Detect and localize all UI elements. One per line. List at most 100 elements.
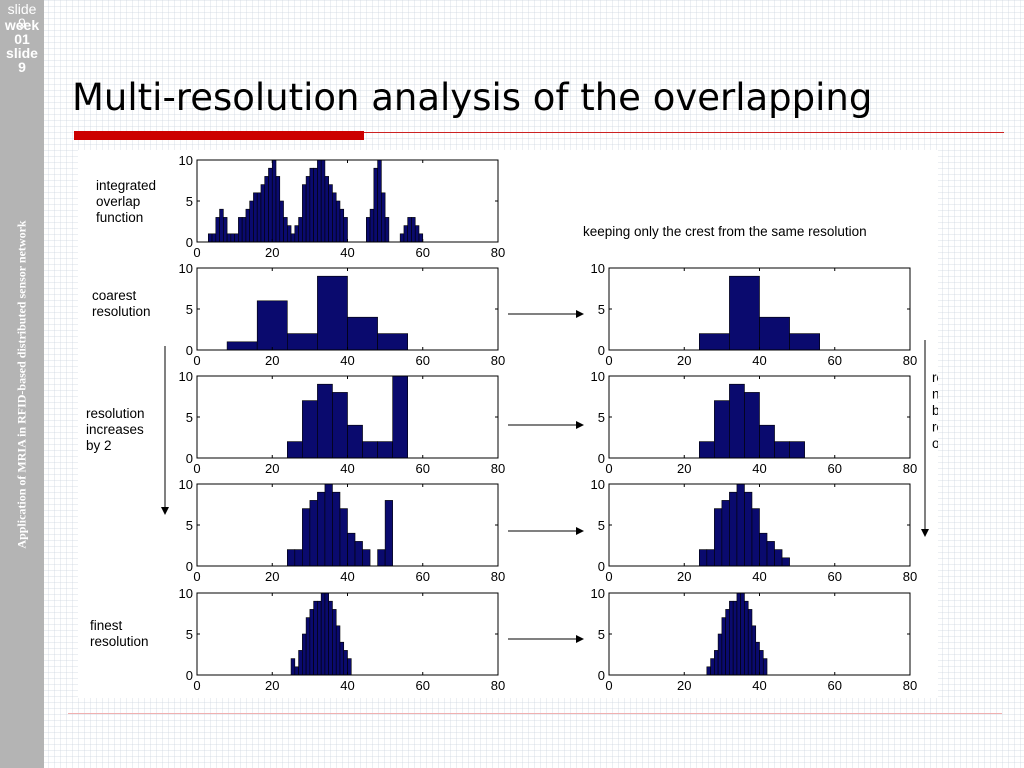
x-tick-label: 0 — [605, 569, 612, 584]
row-label: integrated — [96, 178, 156, 193]
bar — [699, 550, 707, 566]
x-tick-label: 20 — [265, 569, 279, 584]
bar — [363, 550, 371, 566]
multi-resolution-figure: 0 20 40 60 80 0 5 10 integrated overlap function 0 2… — [78, 150, 938, 698]
y-tick-label: 10 — [591, 477, 605, 492]
bar — [329, 601, 333, 675]
bar — [325, 484, 333, 566]
y-tick-label: 10 — [179, 261, 193, 276]
bar — [284, 217, 288, 242]
bar — [321, 160, 325, 242]
chart-right-5: 0 20 40 60 800510 — [591, 586, 918, 693]
bar — [760, 425, 775, 458]
bar — [325, 176, 329, 242]
right-annotation: resolved — [932, 420, 938, 435]
bar — [775, 550, 783, 566]
bar — [295, 226, 299, 242]
bar — [329, 185, 333, 242]
bar — [257, 301, 287, 350]
bar — [332, 609, 336, 675]
bar — [223, 217, 227, 242]
bar — [332, 193, 336, 242]
y-tick-label: 5 — [186, 410, 193, 425]
y-tick-label: 10 — [179, 369, 193, 384]
bar — [741, 593, 745, 675]
bar — [363, 442, 378, 458]
x-tick-label: 20 — [265, 245, 279, 260]
bar — [310, 168, 314, 242]
bar — [265, 176, 269, 242]
bar — [790, 334, 820, 350]
row-label: resolution — [86, 406, 145, 421]
y-tick-label: 10 — [591, 586, 605, 601]
bar — [295, 550, 303, 566]
x-tick-label: 80 — [903, 678, 917, 693]
x-tick-label: 40 — [340, 569, 354, 584]
y-tick-label: 0 — [186, 235, 193, 250]
bar — [714, 401, 729, 458]
bar — [336, 201, 340, 242]
bar — [744, 601, 748, 675]
y-tick-label: 10 — [591, 261, 605, 276]
y-tick-label: 10 — [179, 477, 193, 492]
bottom-rule — [68, 713, 1002, 714]
x-tick-label: 0 — [193, 569, 200, 584]
x-tick-label: 0 — [193, 461, 200, 476]
bar — [348, 425, 363, 458]
x-tick-label: 20 — [265, 461, 279, 476]
row-label: finest — [90, 618, 123, 633]
bar — [737, 484, 745, 566]
bar — [287, 442, 302, 458]
bar — [317, 276, 347, 350]
x-tick-label: 20 — [677, 678, 691, 693]
row-label: resolution — [92, 304, 151, 319]
row-label: overlap — [96, 194, 140, 209]
row-label: increases — [86, 422, 144, 437]
bar — [714, 509, 722, 566]
x-tick-label: 60 — [828, 461, 842, 476]
bar — [344, 650, 348, 675]
bar — [268, 168, 272, 242]
x-tick-label: 20 — [265, 353, 279, 368]
bar — [250, 201, 254, 242]
bar — [287, 226, 291, 242]
right-header: keeping only the crest from the same res… — [583, 224, 867, 239]
row-label: by 2 — [86, 438, 112, 453]
bar — [280, 201, 284, 242]
x-tick-label: 60 — [828, 569, 842, 584]
y-tick-label: 0 — [186, 559, 193, 574]
slide-number-front: week 01 slide 9 — [0, 18, 44, 74]
x-tick-label: 40 — [340, 461, 354, 476]
bar — [415, 226, 419, 242]
bar — [348, 317, 378, 350]
right-annotation: over — [932, 436, 938, 451]
bar — [378, 550, 386, 566]
bar — [299, 650, 303, 675]
bar — [276, 176, 280, 242]
y-tick-label: 5 — [598, 302, 605, 317]
chart-right-3: 0 20 40 60 800510 — [591, 369, 918, 476]
bar — [302, 185, 306, 242]
bar — [381, 193, 385, 242]
y-tick-label: 0 — [598, 559, 605, 574]
bar — [216, 217, 220, 242]
y-tick-label: 5 — [598, 518, 605, 533]
bar — [385, 217, 389, 242]
bar — [378, 334, 408, 350]
bar — [419, 234, 423, 242]
bar — [317, 601, 321, 675]
title-rule-thick — [74, 131, 364, 140]
chart-left-5: 0 20 40 60 800510finestresolution — [90, 586, 505, 693]
x-tick-label: 20 — [265, 678, 279, 693]
bar — [340, 209, 344, 242]
bar — [317, 160, 321, 242]
y-tick-label: 10 — [179, 586, 193, 601]
y-tick-label: 10 — [591, 369, 605, 384]
bar — [246, 209, 250, 242]
y-tick-label: 0 — [186, 451, 193, 466]
bar — [208, 234, 212, 242]
x-tick-label: 80 — [491, 678, 505, 693]
bar — [340, 642, 344, 675]
bar — [321, 593, 325, 675]
x-tick-label: 0 — [193, 353, 200, 368]
